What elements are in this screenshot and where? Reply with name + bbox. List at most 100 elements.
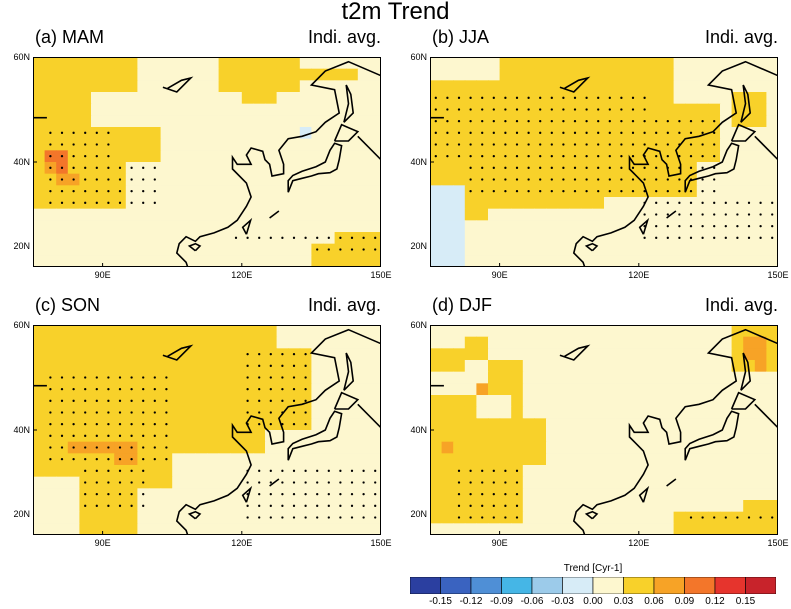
trend-cell (311, 395, 324, 408)
trend-cell (369, 162, 381, 175)
trend-cell (743, 243, 756, 256)
trend-cell (511, 208, 524, 221)
significance-dot (631, 120, 635, 123)
trend-cell (44, 68, 57, 81)
trend-cell (149, 68, 162, 81)
trend-cell (149, 476, 162, 489)
trend-cell (511, 441, 524, 454)
trend-cell (569, 406, 582, 419)
trend-cell (696, 418, 709, 431)
trend-cell (627, 523, 640, 535)
significance-dot (504, 178, 507, 181)
trend-cell (114, 127, 127, 140)
trend-cell (114, 80, 127, 93)
trend-cell (160, 185, 173, 198)
trend-cell (569, 336, 582, 349)
trend-cell (125, 127, 138, 140)
significance-dot (597, 190, 600, 193)
trend-cell (464, 371, 477, 384)
trend-cell (731, 441, 744, 454)
trend-cell (488, 441, 501, 454)
trend-cell (311, 92, 324, 105)
trend-cell (592, 348, 605, 361)
trend-cell (522, 383, 535, 396)
trend-cell (102, 523, 115, 535)
significance-dot (118, 504, 122, 507)
significance-dot (689, 155, 693, 158)
trend-cell (580, 243, 593, 256)
significance-dot (689, 213, 693, 216)
trend-cell (276, 57, 289, 70)
coastline (287, 142, 343, 193)
trend-cell (580, 371, 593, 384)
significance-dot (631, 190, 635, 193)
trend-cell (183, 418, 196, 431)
trend-cell (430, 511, 443, 524)
trend-cell (731, 395, 744, 408)
trend-cell (685, 406, 698, 419)
trend-cell (357, 80, 370, 93)
trend-cell (615, 465, 628, 478)
significance-dot (153, 201, 156, 204)
trend-cell (546, 325, 559, 338)
significance-dot (666, 236, 669, 239)
trend-cell (288, 220, 301, 233)
trend-cell (580, 360, 593, 373)
trend-cell (615, 197, 628, 210)
significance-dot (269, 516, 272, 519)
trend-cell (195, 395, 208, 408)
significance-dot (49, 190, 52, 193)
significance-dot (585, 190, 588, 193)
colorbar-swatch (623, 577, 655, 594)
trend-cell (172, 500, 185, 513)
trend-cell (441, 453, 454, 466)
significance-dot (666, 213, 669, 216)
significance-dot (573, 166, 577, 169)
significance-dot (666, 190, 669, 193)
trend-cell (511, 68, 524, 81)
trend-cell (662, 255, 675, 267)
trend-cell (615, 511, 628, 524)
trend-cell (33, 173, 46, 186)
trend-cell (743, 185, 756, 198)
trend-cell (172, 325, 185, 338)
trend-cell (253, 173, 266, 186)
trend-cell (33, 150, 46, 163)
trend-cell (91, 348, 104, 361)
trend-cell (615, 68, 628, 81)
trend-cell (207, 360, 220, 373)
significance-dot (597, 155, 600, 158)
trend-cell (650, 476, 663, 489)
trend-cell (638, 488, 651, 501)
trend-cell (241, 115, 254, 128)
trend-cell (276, 220, 289, 233)
trend-cell (183, 336, 196, 349)
trend-cell (557, 395, 570, 408)
significance-dot (481, 108, 484, 111)
trend-cell (172, 418, 185, 431)
trend-cell (79, 115, 92, 128)
trend-cell (265, 441, 278, 454)
trend-cell (102, 511, 115, 524)
trend-cell (288, 127, 301, 140)
significance-dot (689, 225, 693, 228)
coastline (241, 217, 253, 235)
trend-cell (102, 220, 115, 233)
trend-cell (218, 68, 231, 81)
significance-dot (269, 423, 272, 426)
significance-dot (562, 96, 565, 99)
trend-cell (207, 476, 220, 489)
significance-dot (469, 131, 472, 134)
trend-cell (720, 173, 733, 186)
trend-cell (534, 511, 547, 524)
trend-cell (534, 395, 547, 408)
trend-cell (253, 185, 266, 198)
significance-dot (142, 493, 145, 496)
trend-cell (276, 197, 289, 210)
trend-cell (67, 465, 80, 478)
trend-cell (299, 150, 312, 163)
trend-cell (499, 336, 512, 349)
trend-cell (241, 325, 254, 338)
trend-cell (56, 476, 69, 489)
significance-dot (492, 96, 495, 99)
